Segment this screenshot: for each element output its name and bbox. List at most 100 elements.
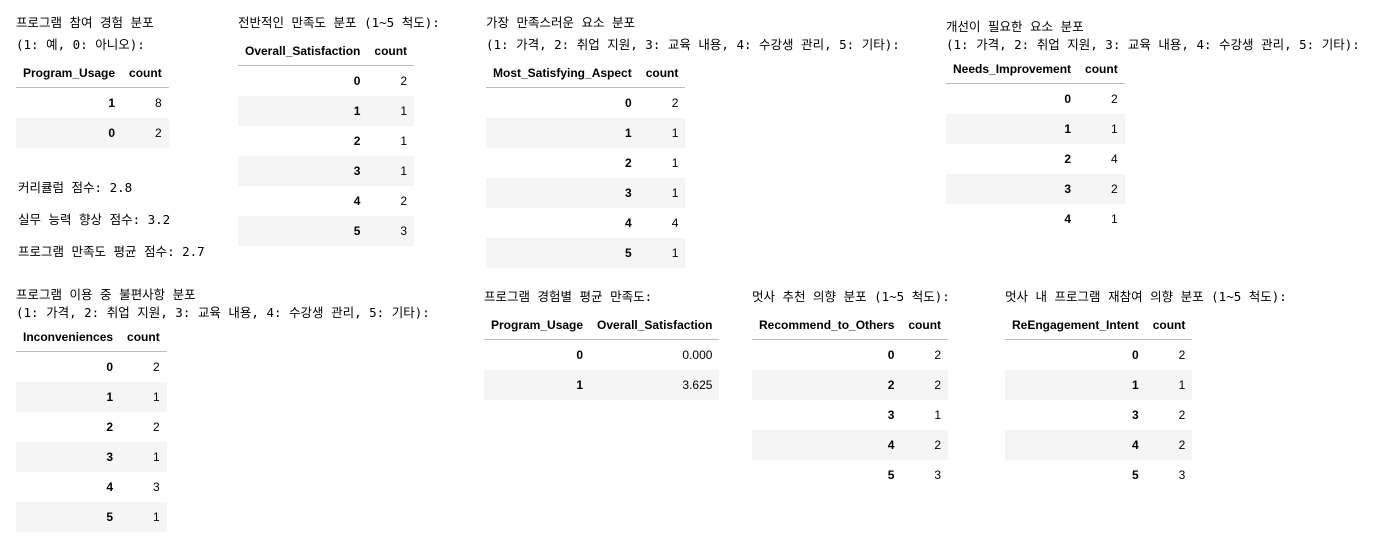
index-cell: 2 [106,420,114,434]
value-cell: 3 [367,216,415,246]
value-cell: 0.000 [682,348,713,362]
value-cell: 3 [153,480,160,494]
index-cell: 3 [946,174,1079,204]
value-cell: 3.625 [590,370,720,400]
avg-satisfaction-score: 프로그램 만족도 평균 점수: 2.7 [18,244,205,259]
curriculum-score: 커리큘럼 점수: 2.8 [18,180,133,195]
index-cell: 0 [353,74,361,88]
column-header: count [901,312,949,340]
value-cell: 1 [367,96,415,126]
value-cell: 4 [1111,152,1118,166]
value-cell: 1 [120,502,167,532]
index-cell: 0 [625,96,632,110]
value-cell: 1 [638,178,686,208]
avg-by-experience-output: 프로그램 경험별 평균 만족도: Program_Usage Overall_Sa… [484,286,720,400]
value-cell: 1 [400,134,408,148]
index-cell: 3 [1132,408,1139,422]
value-cell: 1 [120,442,167,472]
column-header: Needs_Improvement [946,56,1079,84]
reengagement-title: 멋사 내 프로그램 재참여 의향 분포 (1~5 척도): [1005,289,1287,304]
index-cell: 1 [238,96,368,126]
index-cell: 3 [887,408,895,422]
column-header: count [120,324,167,352]
inconveniences-title: 프로그램 이용 중 불편사항 분포 [16,287,196,302]
index-cell: 5 [238,216,368,246]
value-cell: 1 [638,238,686,268]
overall-satisfaction-title: 전반적인 만족도 분포 (1~5 척도): [238,15,440,30]
value-cell: 2 [153,420,160,434]
reengagement-output: 멋사 내 프로그램 재참여 의향 분포 (1~5 척도): ReEngageme… [1005,286,1287,490]
value-cell: 3 [1178,468,1186,482]
value-cell: 1 [1111,212,1118,226]
index-cell: 4 [353,194,361,208]
index-cell: 1 [16,382,121,412]
index-cell: 4 [106,480,114,494]
column-header: count [638,60,686,88]
index-cell: 3 [486,178,639,208]
value-cell: 3 [934,468,942,482]
column-header: Program_Usage [484,312,591,340]
avg-by-experience-title: 프로그램 경험별 평균 만족도: [484,289,653,304]
value-cell: 1 [1078,114,1125,144]
value-cell: 1 [934,408,942,422]
needs-improvement-subtitle: (1: 가격, 2: 취업 지원, 3: 교육 내용, 4: 수강생 관리, 5… [946,37,1360,52]
overall-satisfaction-output: 전반적인 만족도 분포 (1~5 척도): Overall_Satisfacti… [238,12,440,246]
value-cell: 2 [122,118,169,148]
value-cell: 2 [1111,92,1118,106]
index-cell: 1 [486,118,639,148]
index-cell: 5 [486,238,639,268]
table-row: 1 3.625 [484,370,720,400]
index-cell: 0 [106,360,114,374]
index-cell: 2 [625,156,632,170]
value-cell: 2 [934,348,942,362]
index-cell: 4 [625,216,632,230]
index-cell: 1 [484,370,591,400]
index-cell: 2 [752,370,902,400]
table-row: 0 0.000 [484,340,719,371]
index-cell: 3 [238,156,368,186]
most-satisfying-title: 가장 만족스러운 요소 분포 [486,15,636,30]
needs-improvement-title: 개선이 필요한 요소 분포 [946,19,1084,34]
recommend-title: 멋사 추천 의향 분포 (1~5 척도): [752,289,950,304]
column-header: Overall_Satisfaction [238,38,368,66]
index-cell: 0 [1064,92,1072,106]
index-cell: 1 [946,114,1079,144]
column-header: Most_Satisfying_Aspect [486,60,639,88]
value-cell: 2 [1145,430,1193,460]
column-header: count [1078,56,1125,84]
value-cell: 2 [1178,408,1186,422]
column-header: count [1145,312,1193,340]
value-cell: 2 [1078,174,1125,204]
index-cell: 1 [108,96,116,110]
